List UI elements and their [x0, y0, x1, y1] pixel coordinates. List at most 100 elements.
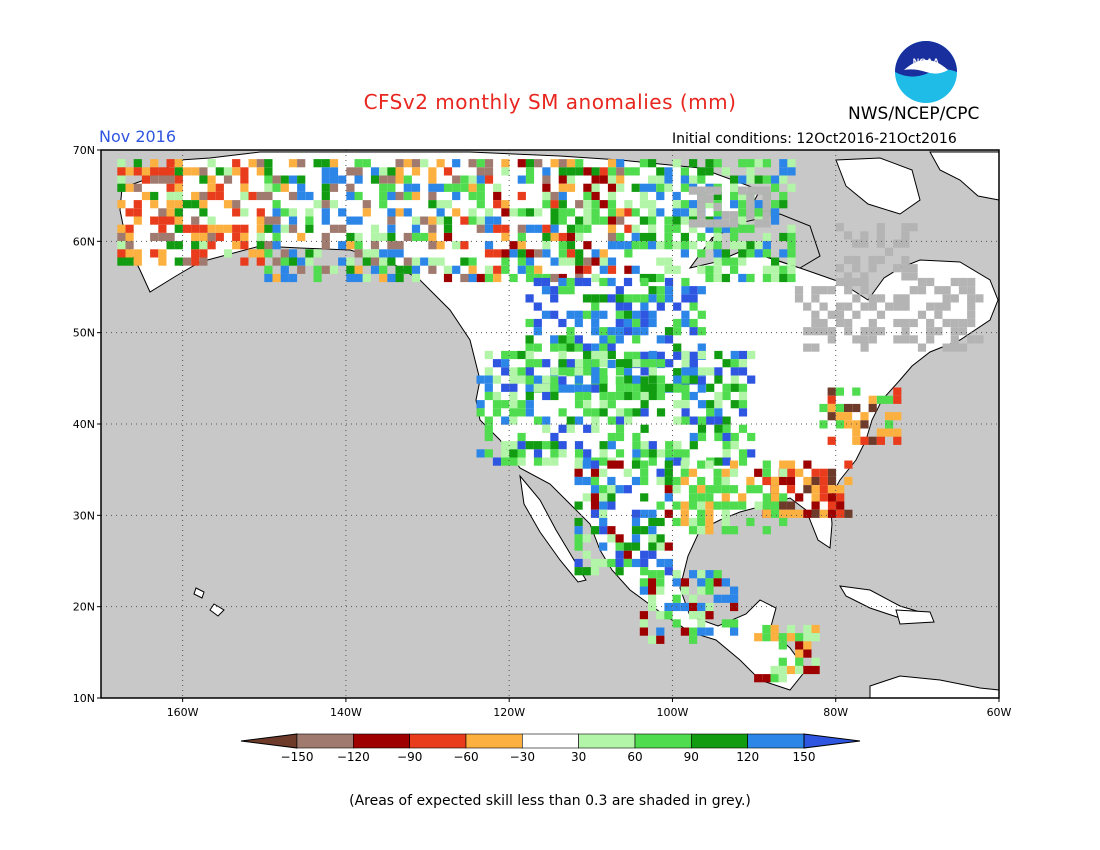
anomaly-cell [509, 457, 518, 466]
anomaly-cell [582, 294, 592, 303]
low-skill-grey-layer [688, 186, 984, 352]
anomaly-cell [305, 208, 314, 217]
anomaly-cell [117, 167, 126, 176]
anomaly-cell [835, 403, 844, 413]
anomaly-cell [346, 257, 355, 266]
legend-boundary-label: −120 [337, 750, 370, 764]
anomaly-cell [599, 509, 608, 518]
anomaly-cell [631, 232, 640, 242]
anomaly-cell [550, 257, 559, 266]
anomaly-cell [321, 175, 330, 184]
anomaly-cell [150, 191, 159, 201]
low-skill-cell [901, 318, 910, 328]
lat-tick-label: 50N [73, 327, 95, 340]
anomaly-cell [476, 375, 485, 384]
anomaly-cell [876, 428, 885, 437]
anomaly-cell [166, 200, 175, 209]
anomaly-cell [673, 416, 682, 425]
anomaly-cell [746, 273, 755, 283]
anomaly-cell [664, 294, 674, 303]
agency-label: NWS/NCEP/CPC [848, 104, 980, 124]
anomaly-cell [338, 224, 347, 233]
anomaly-cell [779, 249, 788, 258]
anomaly-cell [803, 649, 812, 658]
anomaly-cell [721, 273, 730, 283]
anomaly-cell [509, 400, 518, 409]
anomaly-cell [721, 526, 730, 535]
anomaly-cell [770, 633, 779, 642]
anomaly-cell [395, 249, 404, 258]
anomaly-cell [566, 286, 575, 295]
anomaly-cell [835, 420, 844, 429]
anomaly-cell [542, 224, 551, 233]
anomaly-cell [770, 501, 780, 510]
anomaly-cell [688, 526, 698, 535]
anomaly-cell [746, 249, 755, 258]
anomaly-cell [558, 249, 567, 258]
anomaly-cell [517, 367, 526, 376]
lon-tick-label: 160W [167, 706, 199, 719]
anomaly-cell [443, 273, 453, 283]
chart-title: CFSv2 monthly SM anomalies (mm) [363, 90, 737, 114]
anomaly-cell [738, 191, 747, 201]
anomaly-cell [583, 424, 592, 433]
anomaly-cell [771, 200, 780, 209]
anomaly-cell [770, 476, 780, 486]
anomaly-cell [754, 249, 763, 258]
low-skill-cell [917, 343, 927, 352]
anomaly-cell [387, 249, 396, 258]
anomaly-cell [632, 335, 641, 344]
anomaly-cell [583, 367, 592, 376]
anomaly-cell [436, 257, 445, 266]
anomaly-cell [574, 277, 583, 287]
anomaly-cell [730, 367, 739, 376]
anomaly-cell [575, 257, 584, 266]
anomaly-cell [533, 359, 543, 368]
anomaly-cell [648, 232, 657, 242]
low-skill-cell [688, 186, 697, 195]
anomaly-cell [778, 674, 787, 683]
low-skill-cell [942, 294, 951, 303]
anomaly-cell [631, 558, 641, 568]
anomaly-cell [509, 367, 518, 376]
anomaly-cell [762, 493, 771, 502]
anomaly-cell [321, 191, 330, 201]
low-skill-cell [876, 231, 885, 240]
anomaly-cell [827, 485, 837, 494]
anomaly-cell [680, 232, 689, 242]
noaa-logo: NOAA [895, 41, 957, 103]
anomaly-cell [632, 310, 641, 319]
anomaly-cell [714, 408, 723, 417]
low-skill-cell [893, 318, 902, 328]
anomaly-cell [607, 343, 616, 352]
anomaly-cell [819, 468, 828, 477]
anomaly-cell [811, 657, 820, 666]
anomaly-cell [770, 624, 779, 634]
anomaly-cell [476, 408, 485, 417]
anomaly-cell [656, 294, 665, 303]
anomaly-cell [819, 485, 828, 494]
anomaly-cell [484, 249, 494, 258]
anomaly-cell [624, 224, 633, 233]
low-skill-cell [958, 277, 968, 287]
anomaly-cell [313, 159, 322, 168]
anomaly-cell [468, 257, 477, 266]
anomaly-cell [665, 383, 674, 392]
anomaly-cell [223, 200, 233, 209]
anomaly-cell [689, 602, 698, 612]
anomaly-cell [533, 441, 543, 450]
anomaly-cell [566, 368, 575, 377]
anomaly-cell [632, 391, 641, 401]
anomaly-cell [624, 416, 633, 425]
anomaly-cell [542, 375, 551, 384]
anomaly-cell [607, 208, 617, 217]
anomaly-cell [117, 183, 126, 192]
anomaly-cell [574, 449, 584, 458]
anomaly-cell [379, 273, 388, 283]
anomaly-cell [574, 534, 583, 543]
anomaly-cell [370, 241, 380, 250]
anomaly-cell [288, 216, 298, 225]
anomaly-cell [574, 359, 584, 368]
anomaly-cell [484, 167, 494, 176]
anomaly-cell [272, 224, 281, 233]
